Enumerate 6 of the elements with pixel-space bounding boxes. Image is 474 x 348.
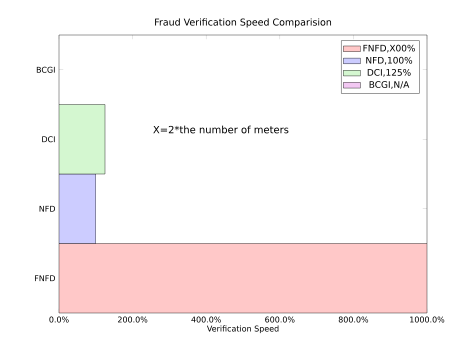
annotation: X=2*the number of meters <box>153 126 288 134</box>
chart-title: Fraud Verification Speed Comparision <box>155 18 332 28</box>
legend-label: BCGI,N/A <box>370 81 410 89</box>
legend-label: FNFD,X00% <box>363 44 415 52</box>
legend-label: NFD,100% <box>366 56 412 65</box>
legend-label: DCI,125% <box>368 69 411 77</box>
